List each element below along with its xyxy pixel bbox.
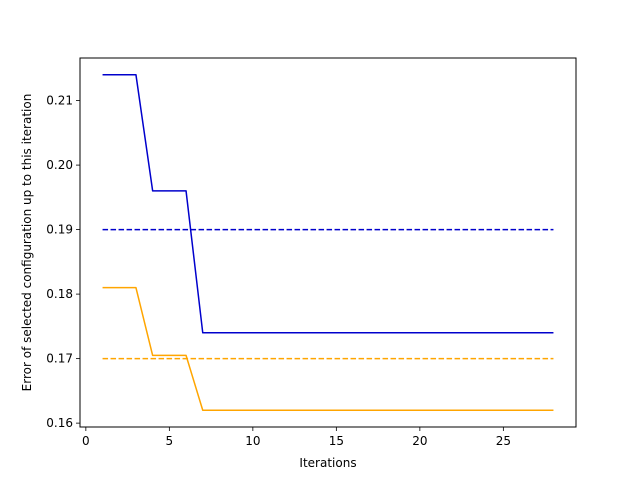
series-line-2 <box>102 286 554 411</box>
x-axis-label: Iterations <box>299 456 356 470</box>
y-tick-label: 0.16 <box>46 416 73 430</box>
y-tick-label: 0.21 <box>46 94 73 108</box>
plot-frame <box>79 57 577 428</box>
y-tick-label: 0.19 <box>46 223 73 237</box>
series-layer <box>102 74 554 411</box>
y-tick-label: 0.20 <box>46 158 73 172</box>
y-tick-label: 0.17 <box>46 352 73 366</box>
x-tick-label: 25 <box>496 434 511 448</box>
x-tick-label: 5 <box>166 434 174 448</box>
y-axis-ticks: 0.16 0.17 0.18 0.19 0.20 0.21 <box>46 94 80 430</box>
y-axis-label: Error of selected configuration up to th… <box>20 94 34 392</box>
x-tick-label: 0 <box>82 434 90 448</box>
y-tick-label: 0.18 <box>46 287 73 301</box>
x-tick-label: 20 <box>412 434 427 448</box>
x-tick-label: 15 <box>329 434 344 448</box>
x-axis-ticks: 0 5 10 15 20 25 <box>82 427 511 448</box>
x-tick-label: 10 <box>245 434 260 448</box>
series-line-0 <box>102 74 554 334</box>
